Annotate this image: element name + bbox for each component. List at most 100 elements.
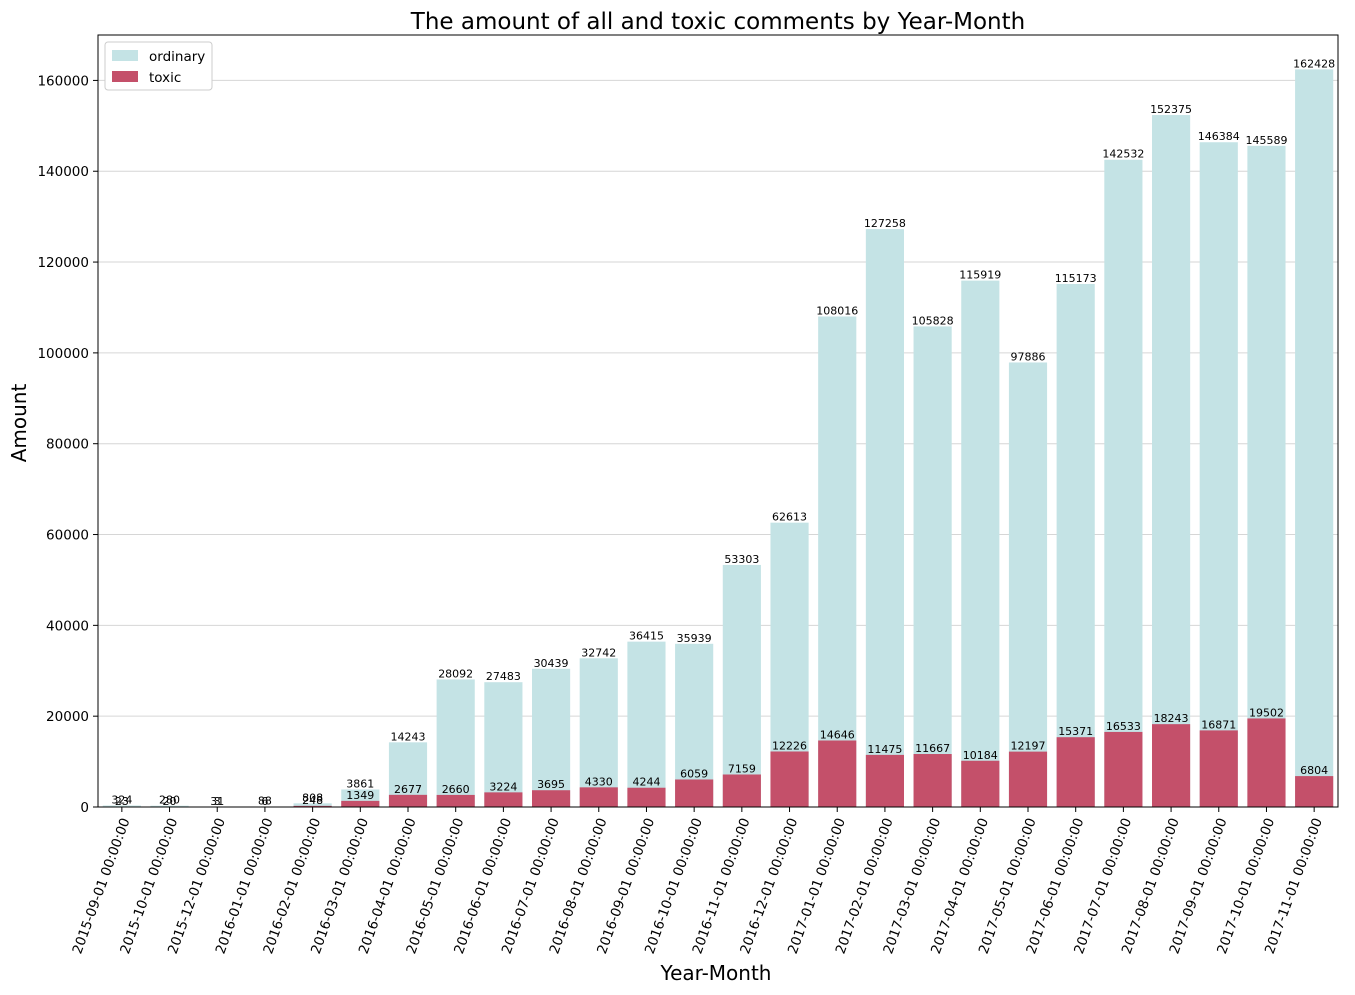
ordinary-bar xyxy=(1152,115,1191,808)
toxic-value-label: 10184 xyxy=(963,749,998,762)
ordinary-bar xyxy=(961,280,1000,807)
toxic-bar xyxy=(484,792,523,807)
toxic-value-label: 6059 xyxy=(680,767,708,780)
toxic-bar xyxy=(770,751,809,807)
chart-title: The amount of all and toxic comments by … xyxy=(410,9,1025,35)
toxic-value-label: 23 xyxy=(115,795,129,808)
toxic-value-label: 4330 xyxy=(585,775,613,788)
ordinary-value-label: 62613 xyxy=(772,511,807,524)
toxic-value-label: 2677 xyxy=(394,783,422,796)
toxic-bar xyxy=(1104,731,1143,807)
toxic-value-label: 18243 xyxy=(1154,712,1189,725)
toxic-value-label: 3 xyxy=(214,795,221,808)
legend-label-toxic: toxic xyxy=(149,70,181,86)
ordinary-bar xyxy=(818,316,857,807)
ordinary-value-label: 145589 xyxy=(1245,134,1287,147)
ordinary-value-label: 105828 xyxy=(912,314,954,327)
toxic-bar xyxy=(913,754,952,807)
ordinary-bar xyxy=(865,229,904,807)
toxic-bar xyxy=(436,794,475,807)
toxic-bar xyxy=(341,800,380,807)
toxic-bar xyxy=(1152,724,1191,807)
toxic-value-label: 2660 xyxy=(442,783,470,796)
toxic-value-label: 3695 xyxy=(537,778,565,791)
ordinary-value-label: 115173 xyxy=(1055,272,1097,285)
toxic-bar xyxy=(818,740,857,807)
ordinary-bar xyxy=(1295,69,1334,807)
ordinary-value-label: 28092 xyxy=(438,667,473,680)
ordinary-value-label: 146384 xyxy=(1198,130,1240,143)
toxic-bar xyxy=(293,805,332,807)
ordinary-bar xyxy=(627,641,666,807)
legend-swatch-ordinary xyxy=(112,50,138,61)
toxic-bar xyxy=(579,787,618,807)
y-axis-ticks: 0 20000 40000 60000 80000 100000 120000 140000 1… xyxy=(37,73,98,816)
ordinary-bar xyxy=(532,668,571,807)
x-axis-label: Year-Month xyxy=(660,961,772,985)
ordinary-value-label: 32742 xyxy=(581,646,616,659)
toxic-value-label: 12197 xyxy=(1011,740,1046,753)
ordinary-bar xyxy=(1199,142,1238,807)
ordinary-value-label: 27483 xyxy=(486,670,521,683)
ordinary-value-label: 88 xyxy=(258,795,272,808)
toxic-value-label: 19502 xyxy=(1249,706,1284,719)
ordinary-bar xyxy=(1056,283,1095,807)
toxic-value-label: 14646 xyxy=(820,728,855,741)
toxic-bar xyxy=(1295,776,1334,807)
toxic-bar xyxy=(722,774,761,807)
ordinary-bars xyxy=(102,69,1334,808)
ordinary-value-label: 97886 xyxy=(1011,350,1046,363)
toxic-value-label: 248 xyxy=(302,794,323,807)
ordinary-value-label: 36415 xyxy=(629,630,664,643)
toxic-bar xyxy=(1247,718,1286,807)
toxic-value-label: 6 xyxy=(261,795,268,808)
y-tick-label: 160000 xyxy=(37,73,89,89)
ordinary-value-label: 162428 xyxy=(1293,57,1335,70)
toxic-value-label: 3224 xyxy=(489,780,517,793)
toxic-bar xyxy=(961,760,1000,807)
toxic-bar xyxy=(865,754,904,807)
ordinary-bar xyxy=(484,682,523,807)
ordinary-value-label: 14243 xyxy=(391,730,426,743)
ordinary-bar xyxy=(436,679,475,807)
toxic-bars xyxy=(102,718,1334,807)
toxic-value-label: 11475 xyxy=(867,743,902,756)
y-tick-label: 140000 xyxy=(37,164,89,180)
legend-swatch-toxic xyxy=(112,71,138,82)
ordinary-value-label: 35939 xyxy=(677,632,712,645)
ordinary-bar xyxy=(579,658,618,807)
toxic-bar xyxy=(1199,730,1238,807)
toxic-value-label: 11667 xyxy=(915,742,950,755)
y-tick-label: 80000 xyxy=(46,437,89,453)
ordinary-value-label: 324 xyxy=(111,794,132,807)
ordinary-value-label: 3861 xyxy=(346,777,374,790)
ordinary-value-label: 53303 xyxy=(724,553,759,566)
ordinary-value-label: 142532 xyxy=(1102,148,1144,161)
ordinary-bar xyxy=(150,805,189,807)
plot-frame xyxy=(97,34,1339,808)
y-tick-label: 120000 xyxy=(37,255,89,271)
toxic-bar xyxy=(1056,737,1095,807)
toxic-bar xyxy=(532,790,571,807)
toxic-value-label: 12226 xyxy=(772,739,807,752)
y-tick-label: 100000 xyxy=(37,346,89,362)
y-tick-label: 20000 xyxy=(46,709,89,725)
ordinary-bar xyxy=(722,564,761,807)
legend: ordinary toxic xyxy=(104,41,213,91)
toxic-value-label: 1349 xyxy=(346,789,374,802)
ordinary-value-label: 808 xyxy=(302,791,323,804)
toxic-value-label: 16871 xyxy=(1201,718,1236,731)
ordinary-value-label: 108016 xyxy=(816,304,858,317)
ordinary-bar xyxy=(1104,159,1143,807)
ordinary-bar xyxy=(102,805,141,807)
y-tick-label: 60000 xyxy=(46,528,89,544)
ordinary-value-label: 127258 xyxy=(864,217,906,230)
ordinary-value-label: 31 xyxy=(210,795,224,808)
ordinary-bar xyxy=(1247,145,1286,807)
ordinary-value-label: 152375 xyxy=(1150,103,1192,116)
ordinary-bar xyxy=(293,803,332,807)
ordinary-value-label: 30439 xyxy=(534,657,569,670)
